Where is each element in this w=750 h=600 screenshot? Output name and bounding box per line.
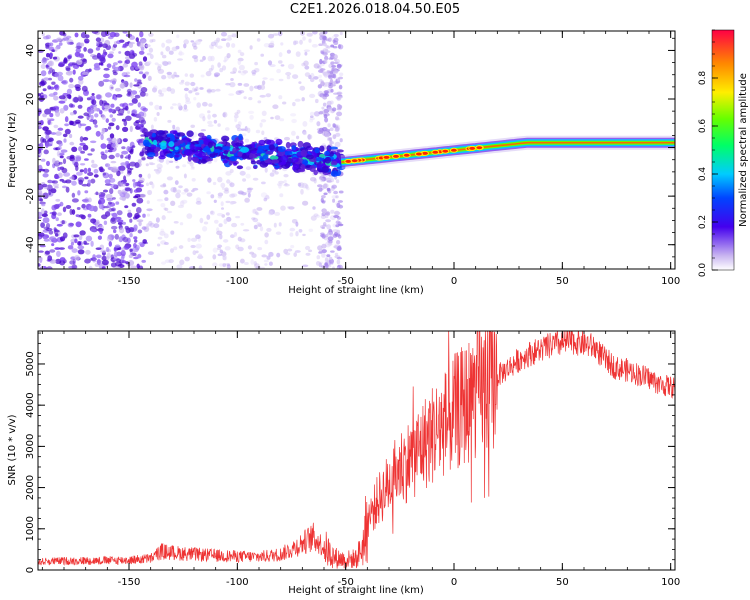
y-tick-label: 4000 xyxy=(25,392,36,417)
x-tick-label: 100 xyxy=(661,276,680,287)
spectrogram-xlabel: Height of straight line (km) xyxy=(288,285,424,296)
snr-plot-area xyxy=(38,331,675,569)
x-tick-label: 50 xyxy=(556,577,569,588)
page-title: C2E1.2026.018.04.50.E05 xyxy=(289,2,461,17)
ridge-peak xyxy=(350,158,359,164)
colorbar: 0.0 0.2 0.4 0.6 0.8 Normalized spectral ampl… xyxy=(698,29,749,278)
x-tick-label: 0 xyxy=(451,577,457,588)
y-tick-label: 5000 xyxy=(25,351,36,376)
ridge-peak xyxy=(475,145,484,151)
colorbar-tick-label: 0.2 xyxy=(698,215,708,229)
y-tick-label: -40 xyxy=(25,237,36,253)
spectrogram-heatmap xyxy=(38,31,675,269)
spectrogram-ticks: -150 -100 -50 0 50 100 -40 -20 0 20 40 xyxy=(25,31,680,287)
x-tick-label: 0 xyxy=(451,276,457,287)
colorbar-tick-label: 0.4 xyxy=(698,167,708,182)
x-tick-label: -50 xyxy=(337,276,353,287)
y-tick-label: 3000 xyxy=(25,434,36,459)
y-tick-label: 0 xyxy=(25,144,36,150)
ridge-peak xyxy=(468,145,477,151)
ridge-peak xyxy=(414,151,423,157)
colorbar-label: Normalized spectral amplitude xyxy=(738,73,749,227)
snr-background xyxy=(38,331,675,570)
ridge-peak xyxy=(402,152,411,158)
x-tick-label: -100 xyxy=(226,577,249,588)
ridge-peak xyxy=(344,158,353,164)
snr-frame xyxy=(37,330,676,571)
y-tick-label: 0 xyxy=(25,567,36,573)
x-tick-label: -50 xyxy=(337,577,353,588)
colorbar-ticks: 0.0 0.2 0.4 0.6 0.8 xyxy=(698,29,718,278)
y-tick-label: -20 xyxy=(25,188,36,204)
colorbar-gradient xyxy=(711,29,735,271)
ridge-peak xyxy=(382,154,391,160)
x-tick-label: 100 xyxy=(661,577,680,588)
heatmap-signal-ridge-clean xyxy=(338,135,675,170)
x-tick-label: 50 xyxy=(556,276,569,287)
y-tick-label: 40 xyxy=(25,44,36,57)
x-tick-label: -100 xyxy=(226,276,249,287)
spectrogram-frame xyxy=(37,30,676,270)
colorbar-tick-label: 0.6 xyxy=(698,119,708,134)
snr-series-line xyxy=(38,331,675,569)
snr-ylabel: SNR (10 * v/v) xyxy=(7,414,18,485)
snr-xlabel: Height of straight line (km) xyxy=(288,585,424,596)
heatmap-noise-band-left xyxy=(38,31,150,269)
colorbar-tick-label: 0.8 xyxy=(698,71,708,86)
x-tick-label: -150 xyxy=(118,276,141,287)
heatmap-signal-ridge-noisy xyxy=(142,129,346,177)
y-tick-label: 20 xyxy=(25,93,36,106)
colorbar-tick-label: 0.0 xyxy=(698,263,708,278)
ridge-peak xyxy=(392,153,400,159)
x-tick-label: -150 xyxy=(118,577,141,588)
spectrogram-panel: -150 -100 -50 0 50 100 -40 -20 0 20 40 Height of s… xyxy=(7,30,680,296)
ridge-peak xyxy=(431,149,440,155)
spectrogram-ylabel: Frequency (Hz) xyxy=(7,112,18,188)
y-tick-label: 2000 xyxy=(25,475,36,500)
y-tick-label: 1000 xyxy=(25,516,36,541)
ridge-peak xyxy=(441,148,450,154)
ridge-peak xyxy=(449,147,458,153)
